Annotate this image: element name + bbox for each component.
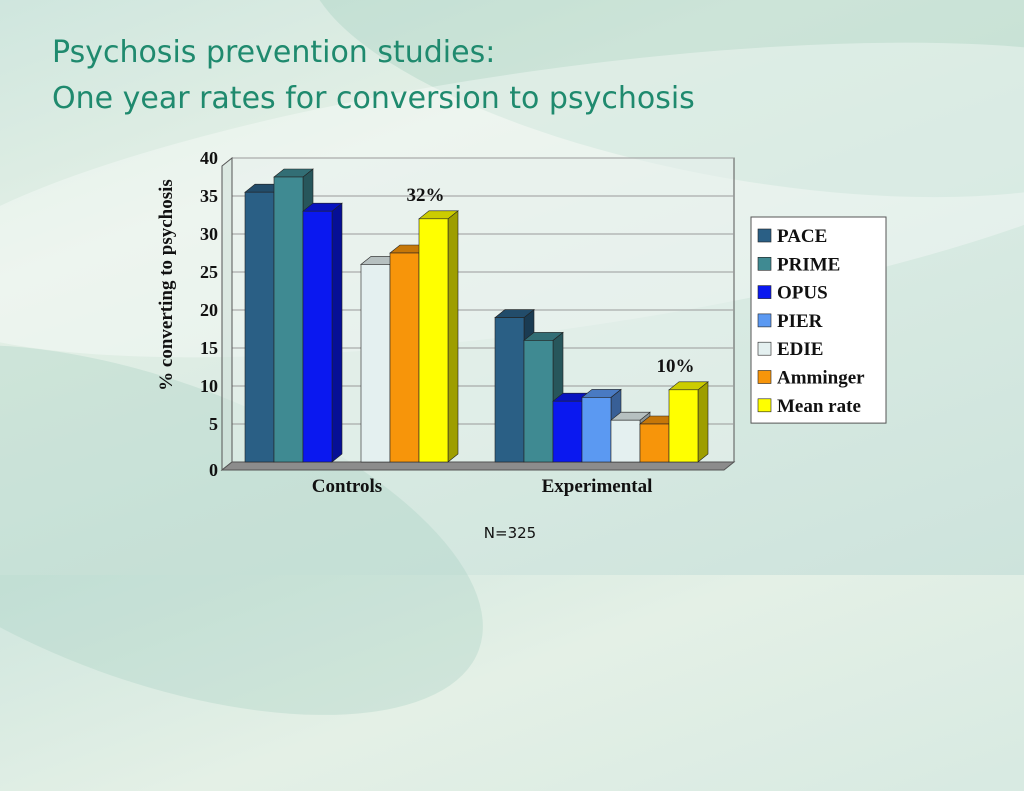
legend-swatch-pace bbox=[757, 228, 772, 243]
legend-swatch-amminger bbox=[757, 370, 772, 384]
bar-amminger-controls bbox=[389, 252, 420, 463]
y-tick-label: 20 bbox=[200, 300, 218, 320]
plot-side-wall bbox=[221, 156, 233, 472]
bar-pace-controls bbox=[244, 191, 275, 463]
bar-mean-rate-controls bbox=[418, 218, 449, 463]
legend bbox=[750, 216, 887, 424]
legend-swatch-opus bbox=[757, 285, 772, 299]
bar-opus-experimental bbox=[552, 400, 583, 463]
bar-prime-experimental bbox=[523, 340, 554, 463]
x-category-label: Controls bbox=[312, 476, 382, 497]
bar-side-mean-rate bbox=[447, 210, 459, 463]
legend-label-edie: EDIE bbox=[777, 339, 823, 360]
y-axis-label: % converting to psychosis bbox=[156, 179, 177, 391]
y-tick-label: 0 bbox=[209, 460, 218, 480]
bar-pier-experimental bbox=[581, 397, 612, 463]
bar-mean-rate-experimental bbox=[668, 389, 699, 463]
data-label: 10% bbox=[657, 356, 695, 377]
legend-swatch-pier bbox=[757, 313, 772, 328]
y-tick-label: 30 bbox=[200, 224, 218, 244]
legend-swatch-prime bbox=[757, 256, 772, 271]
bar-chart: 0 5 10 15 20 25 30 35 40 % converting to psychosi… bbox=[156, 148, 887, 497]
x-category-label: Experimental bbox=[542, 476, 653, 497]
y-tick-label: 40 bbox=[200, 148, 218, 168]
legend-label-mean-rate: Mean rate bbox=[777, 396, 861, 417]
bar-side-opus bbox=[331, 202, 343, 463]
y-tick-label: 25 bbox=[200, 262, 218, 282]
plot-floor bbox=[220, 461, 736, 471]
slide-title-line-2: One year rates for conversion to psychos… bbox=[52, 81, 695, 116]
data-label: 32% bbox=[407, 185, 445, 206]
bar-edie-controls bbox=[360, 264, 391, 463]
legend-label-pace: PACE bbox=[777, 226, 827, 247]
legend-label-amminger: Amminger bbox=[777, 368, 865, 389]
bar-pace-experimental bbox=[494, 317, 525, 463]
sample-size-note: N=325 bbox=[483, 524, 537, 542]
y-tick-label: 10 bbox=[200, 376, 218, 396]
bar-prime-controls bbox=[273, 176, 304, 463]
bar-side-mean-rate bbox=[697, 381, 709, 463]
legend-label-pier: PIER bbox=[777, 311, 823, 332]
slide-title: Psychosis prevention studies: One year r… bbox=[52, 30, 695, 122]
legend-swatch-mean-rate bbox=[757, 398, 772, 413]
bar-amminger-experimental bbox=[639, 423, 670, 463]
y-tick-label: 15 bbox=[200, 338, 218, 358]
legend-label-prime: PRIME bbox=[777, 254, 840, 275]
legend-label-opus: OPUS bbox=[777, 283, 828, 304]
y-tick-label: 35 bbox=[200, 186, 218, 206]
slide-title-line-1: Psychosis prevention studies: bbox=[52, 35, 496, 70]
legend-swatch-edie bbox=[757, 341, 772, 356]
bar-opus-controls bbox=[302, 210, 333, 463]
y-tick-label: 5 bbox=[209, 414, 218, 434]
bar-edie-experimental bbox=[610, 419, 641, 463]
